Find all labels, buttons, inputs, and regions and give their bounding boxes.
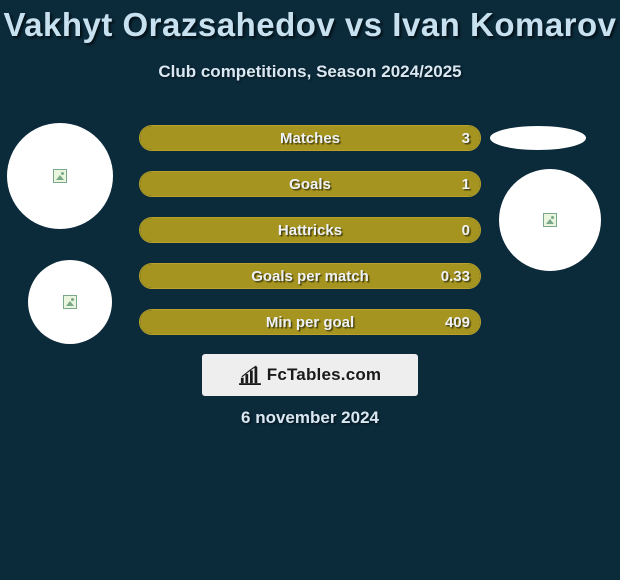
stat-bar-value: 0 bbox=[462, 218, 470, 242]
stat-bar-value: 0.33 bbox=[441, 264, 470, 288]
page-title: Vakhyt Orazsahedov vs Ivan Komarov bbox=[0, 0, 620, 44]
image-placeholder-icon bbox=[63, 295, 77, 309]
stat-bar-label: Goals bbox=[140, 172, 480, 196]
stat-bar: Goals per match 0.33 bbox=[139, 263, 481, 289]
player-avatar-left-top bbox=[7, 123, 113, 229]
stat-bar: Min per goal 409 bbox=[139, 309, 481, 335]
decorative-ellipse-right bbox=[490, 126, 586, 150]
stat-bar: Goals 1 bbox=[139, 171, 481, 197]
stat-bar-label: Hattricks bbox=[140, 218, 480, 242]
page-date: 6 november 2024 bbox=[0, 408, 620, 428]
page-subtitle: Club competitions, Season 2024/2025 bbox=[0, 62, 620, 82]
fctables-badge: FcTables.com bbox=[202, 354, 418, 396]
image-placeholder-icon bbox=[543, 213, 557, 227]
image-placeholder-icon bbox=[53, 169, 67, 183]
bar-chart-icon bbox=[239, 365, 261, 385]
stat-bars: Matches 3 Goals 1 Hattricks 0 Goals per … bbox=[139, 125, 481, 355]
stat-bar-label: Goals per match bbox=[140, 264, 480, 288]
stat-bar-value: 3 bbox=[462, 126, 470, 150]
stat-bar-label: Matches bbox=[140, 126, 480, 150]
stat-bar-label: Min per goal bbox=[140, 310, 480, 334]
fctables-badge-text: FcTables.com bbox=[267, 365, 382, 385]
stat-bar-value: 1 bbox=[462, 172, 470, 196]
player-avatar-left-bottom bbox=[28, 260, 112, 344]
stat-bar-value: 409 bbox=[445, 310, 470, 334]
player-avatar-right bbox=[499, 169, 601, 271]
stat-bar: Hattricks 0 bbox=[139, 217, 481, 243]
stat-bar: Matches 3 bbox=[139, 125, 481, 151]
